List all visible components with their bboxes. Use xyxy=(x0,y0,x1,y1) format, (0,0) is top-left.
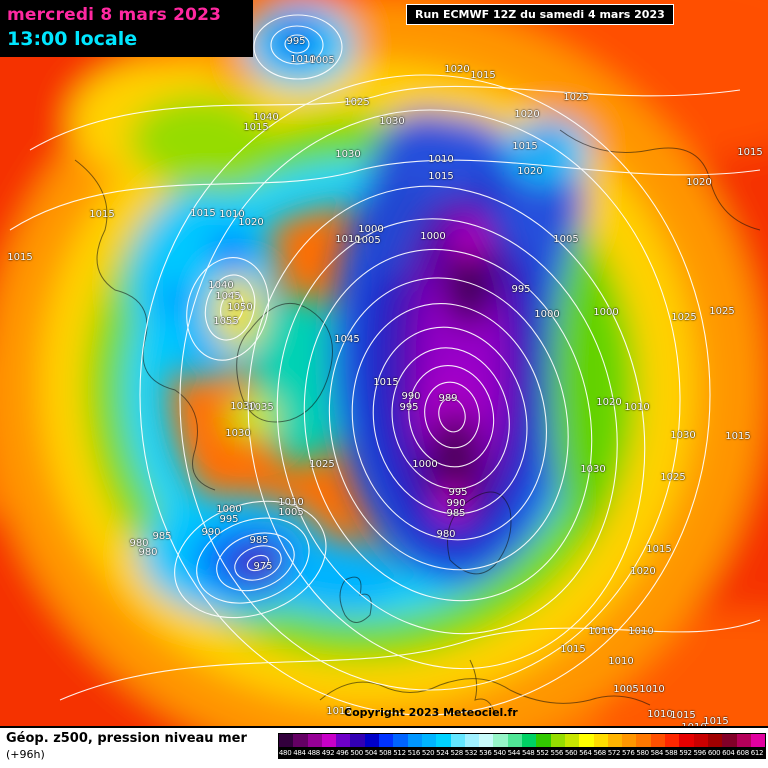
color-scale-value: 544 xyxy=(507,749,521,757)
height-field-blobs xyxy=(0,0,768,726)
color-scale: 480 484 488 492 496 500 504 508 512 516 520 524 528 5… xyxy=(278,733,767,759)
color-scale-value: 556 xyxy=(550,749,564,757)
color-scale-value: 560 xyxy=(564,749,578,757)
color-scale-cell xyxy=(450,734,465,747)
color-scale-value: 484 xyxy=(293,749,306,757)
color-scale-value: 520 xyxy=(421,749,435,757)
color-scale-value: 580 xyxy=(636,749,649,757)
color-scale-value: 528 xyxy=(450,749,463,757)
color-scale-cell xyxy=(364,734,380,747)
color-scale-value: 592 xyxy=(679,749,692,757)
color-scale-cell xyxy=(336,734,351,747)
valid-time: 13:00 locale xyxy=(7,28,138,50)
color-scale-cell xyxy=(307,734,322,747)
legend-bar: Géop. z500, pression niveau mer (+96h) 4… xyxy=(0,726,768,768)
color-scale-value: 576 xyxy=(622,749,635,757)
color-scale-cell xyxy=(507,734,523,747)
color-scale-value: 508 xyxy=(378,749,392,757)
color-scale-value: 504 xyxy=(364,749,378,757)
color-scale-cell xyxy=(579,734,594,747)
color-scale-value: 564 xyxy=(579,749,592,757)
color-scale-value: 604 xyxy=(722,749,735,757)
color-scale-value: 612 xyxy=(750,749,764,757)
color-scale-cell xyxy=(493,734,508,747)
color-scale-cell xyxy=(693,734,708,747)
color-scale-cell xyxy=(607,734,623,747)
weather-map-svg xyxy=(0,0,768,726)
legend-left: Géop. z500, pression niveau mer (+96h) xyxy=(6,731,247,761)
color-scale-value: 536 xyxy=(479,749,492,757)
color-scale-values: 480 484 488 492 496 500 504 508 512 516 520 524 528 5… xyxy=(278,748,767,759)
color-scale-cell xyxy=(407,734,422,747)
color-scale-value: 524 xyxy=(436,749,449,757)
color-scale-cell xyxy=(750,734,766,747)
color-scale-value: 600 xyxy=(707,749,721,757)
color-scale-cell xyxy=(564,734,580,747)
color-scale-cell xyxy=(522,734,537,747)
color-scale-cell xyxy=(679,734,694,747)
color-scale-cell xyxy=(593,734,608,747)
color-scale-value: 584 xyxy=(650,749,664,757)
copyright-text: Copyright 2023 Meteociel.fr xyxy=(344,706,518,719)
color-scale-value: 532 xyxy=(464,749,478,757)
color-scale-value: 552 xyxy=(536,749,549,757)
valid-date: mercredi 8 mars 2023 xyxy=(7,5,222,25)
color-scale-cell xyxy=(421,734,437,747)
color-scale-cell xyxy=(636,734,651,747)
color-scale-cell xyxy=(707,734,723,747)
color-scale-cell xyxy=(536,734,551,747)
color-scale-value: 496 xyxy=(336,749,349,757)
color-scale-value: 548 xyxy=(521,749,535,757)
color-scale-cell xyxy=(321,734,337,747)
color-scale-value: 492 xyxy=(321,749,335,757)
color-scale-value: 488 xyxy=(307,749,321,757)
color-scale-cell xyxy=(722,734,737,747)
color-scale-value: 512 xyxy=(393,749,406,757)
map-canvas: 995 1010 1005 1020 1015 1025 1030 1025 1020 1040 1… xyxy=(0,0,768,726)
color-scale-cell xyxy=(479,734,494,747)
color-scale-value: 572 xyxy=(607,749,621,757)
color-scale-cell xyxy=(622,734,637,747)
color-scale-cell xyxy=(293,734,308,747)
legend-title: Géop. z500, pression niveau mer xyxy=(6,731,247,746)
isobar-contours xyxy=(9,14,761,716)
color-scale-value: 540 xyxy=(493,749,506,757)
color-scale-cell xyxy=(279,734,294,747)
color-scale-value: 588 xyxy=(664,749,678,757)
color-scale-cell xyxy=(436,734,451,747)
color-scale-cell xyxy=(464,734,480,747)
valid-date-block: mercredi 8 mars 2023 13:00 locale xyxy=(0,0,253,57)
color-scale-cell xyxy=(393,734,408,747)
color-scale-value: 608 xyxy=(736,749,749,757)
forecast-hour: (+96h) xyxy=(6,748,45,761)
color-scale-value: 500 xyxy=(350,749,363,757)
color-scale-cell xyxy=(736,734,751,747)
color-scale-value: 596 xyxy=(693,749,707,757)
coastlines xyxy=(74,129,761,716)
color-scale-cell xyxy=(379,734,394,747)
color-scale-cell xyxy=(650,734,666,747)
color-scale-cell xyxy=(350,734,365,747)
color-scale-cells xyxy=(278,733,767,748)
color-scale-cell xyxy=(665,734,680,747)
model-run-label: Run ECMWF 12Z du samedi 4 mars 2023 xyxy=(406,4,674,25)
color-scale-value: 568 xyxy=(593,749,606,757)
color-scale-cell xyxy=(550,734,565,747)
color-scale-value: 516 xyxy=(407,749,421,757)
color-scale-value: 480 xyxy=(278,749,292,757)
